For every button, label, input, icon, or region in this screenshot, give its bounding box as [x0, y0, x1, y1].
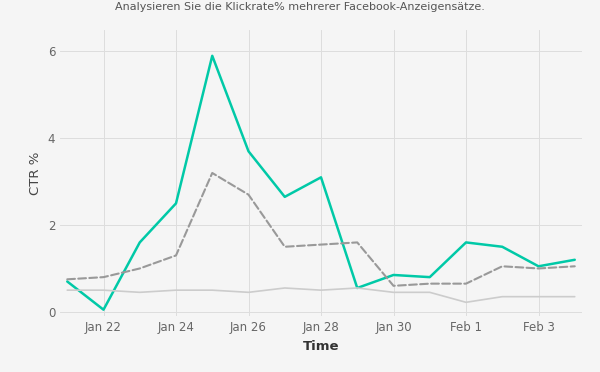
- X-axis label: Time: Time: [303, 340, 339, 353]
- Y-axis label: CTR %: CTR %: [29, 151, 42, 195]
- Text: Analysieren Sie die Klickrate% mehrerer Facebook-Anzeigensätze.: Analysieren Sie die Klickrate% mehrerer …: [115, 2, 485, 12]
